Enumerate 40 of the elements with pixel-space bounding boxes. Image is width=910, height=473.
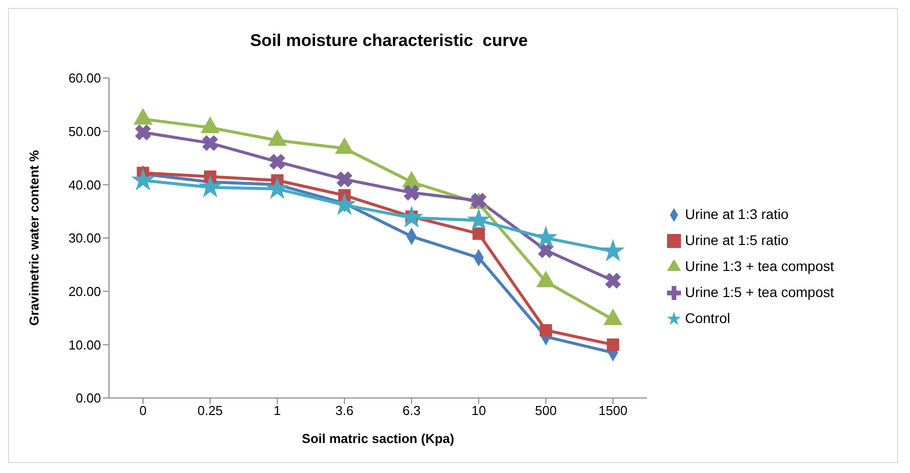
y-tick-label: 20.00 bbox=[68, 284, 101, 299]
point bbox=[135, 124, 151, 140]
point bbox=[132, 169, 154, 190]
point bbox=[540, 324, 552, 336]
point bbox=[400, 206, 422, 227]
point bbox=[602, 240, 624, 261]
y-tick-label: 0.00 bbox=[76, 390, 101, 406]
point bbox=[270, 154, 285, 170]
y-tick-label: 60.00 bbox=[68, 70, 101, 86]
point bbox=[472, 228, 485, 240]
legend-label: Urine at 1:3 ratio bbox=[685, 206, 788, 222]
y-tick-label: 40.00 bbox=[68, 177, 101, 192]
chart-title: Soil moisture characteristic curve bbox=[249, 31, 529, 51]
x-tick-label: 0.25 bbox=[197, 403, 223, 418]
legend-label: Urine 1:5 + tea compost bbox=[685, 284, 834, 300]
x-axis-title: Soil matric saction (Kpa) bbox=[302, 431, 454, 446]
point bbox=[605, 272, 621, 288]
point bbox=[336, 172, 352, 188]
legend-label: Control bbox=[685, 310, 730, 326]
point bbox=[202, 135, 218, 151]
x-tick-label: 6.3 bbox=[402, 403, 421, 418]
x-tick-label: 500 bbox=[535, 403, 557, 418]
legend-label: Urine at 1:5 ratio bbox=[685, 232, 788, 248]
point bbox=[535, 226, 557, 248]
point bbox=[334, 194, 356, 214]
x-tick-label: 0 bbox=[139, 403, 147, 418]
x-tick-label: 3.6 bbox=[335, 403, 354, 418]
legend-label: Urine 1:3 + tea compost bbox=[685, 258, 834, 274]
point bbox=[266, 178, 288, 198]
y-tick-label: 10.00 bbox=[68, 337, 101, 352]
point bbox=[199, 176, 221, 197]
x-tick-label: 1 bbox=[274, 403, 281, 418]
y-tick-label: 30.00 bbox=[68, 230, 101, 246]
point bbox=[468, 209, 490, 230]
x-tick-label: 10 bbox=[471, 403, 486, 418]
x-tick-label: 1500 bbox=[598, 403, 628, 418]
point bbox=[404, 184, 420, 200]
point bbox=[606, 338, 620, 351]
y-tick-label: 50.00 bbox=[68, 124, 101, 139]
y-axis-title: Gravimetric water content % bbox=[26, 150, 42, 326]
